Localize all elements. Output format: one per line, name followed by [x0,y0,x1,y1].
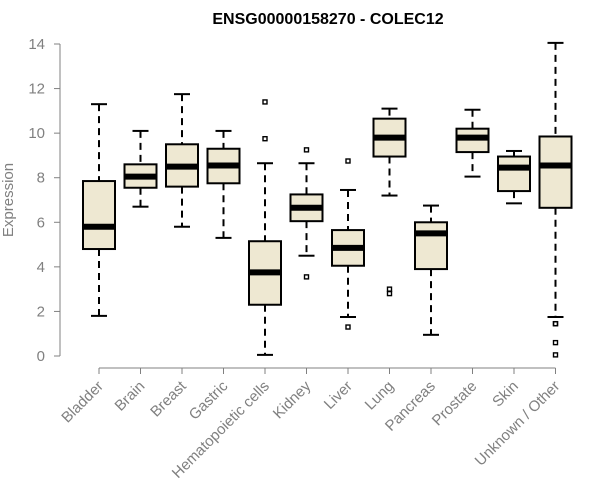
outlier-point [552,320,559,327]
box-group [82,103,116,317]
y-tick-label: 2 [37,303,45,320]
box-group [248,99,282,356]
x-tick-label: Lung [362,378,398,414]
outlier-point [262,136,268,142]
box-series [82,41,573,358]
x-tick-label: Breast [147,377,190,420]
y-tick-label: 12 [28,81,45,98]
outlier-point [552,352,559,358]
x-tick-label: Brain [112,378,149,415]
box-group [206,129,241,239]
x-tick-label: Liver [321,378,356,413]
x-tick-label: Prostate [429,378,481,430]
outlier-point [386,290,393,297]
x-tick-label: Skin [489,378,522,411]
box-group [538,41,573,358]
box-group [289,147,324,280]
outlier-point [386,286,393,292]
outlier-point [345,324,351,330]
box-group [331,158,365,330]
outlier-point [303,147,310,153]
y-tick-label: 0 [37,348,45,365]
box-group [497,149,531,205]
box-group [455,108,490,178]
box [414,221,448,271]
x-tick-label: Bladder [58,378,107,427]
box-group [123,129,158,208]
box [497,155,531,193]
box-group [414,204,448,336]
y-tick-label: 4 [37,259,45,276]
outlier-point [345,158,351,164]
outlier-point [262,99,268,105]
y-axis: 0 2 4 6 8 10 12 14 [28,36,61,365]
box-group [372,107,407,297]
box [538,135,573,209]
outlier-point [303,274,310,280]
y-tick-label: 10 [28,125,45,142]
chart-title: ENSG00000158270 - COLEC12 [212,11,443,28]
y-tick-label: 14 [28,36,45,53]
box [82,180,116,251]
box-group [165,93,199,228]
outlier-point [552,339,559,346]
y-axis-label: Expression [0,163,17,237]
x-tick-label: Kidney [270,377,315,422]
y-tick-label: 8 [37,170,45,187]
y-tick-label: 6 [37,214,45,231]
